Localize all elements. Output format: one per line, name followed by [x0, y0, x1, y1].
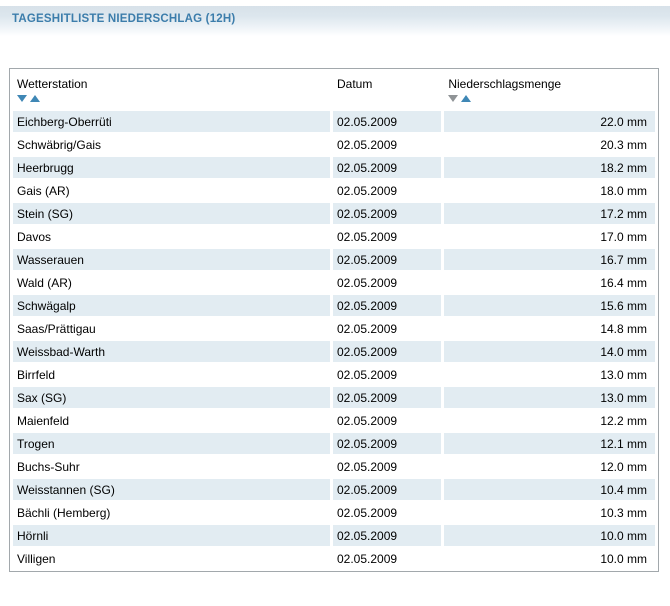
cell-amount: 12.2 mm — [444, 410, 655, 431]
cell-station: Buchs-Suhr — [13, 456, 330, 477]
cell-date: 02.05.2009 — [332, 456, 442, 477]
cell-station: Weisstannen (SG) — [13, 479, 330, 500]
table-row: Wasserauen 02.05.2009 16.7 mm — [13, 249, 655, 270]
cell-station: Birrfeld — [13, 364, 330, 385]
table-row: Stein (SG) 02.05.2009 17.2 mm — [13, 203, 655, 224]
column-label-niederschlagsmenge: Niederschlagsmenge — [448, 77, 562, 91]
cell-date: 02.05.2009 — [332, 180, 442, 201]
cell-date: 02.05.2009 — [332, 525, 442, 546]
sort-controls-wetterstation — [17, 91, 40, 105]
table-body: Eichberg-Oberrüti 02.05.2009 22.0 mm Schwäb… — [13, 111, 655, 569]
cell-amount: 10.4 mm — [444, 479, 655, 500]
cell-amount: 15.6 mm — [444, 295, 655, 316]
table-row: Heerbrugg 02.05.2009 18.2 mm — [13, 157, 655, 178]
sort-descending-icon[interactable] — [17, 95, 27, 103]
sort-descending-icon[interactable] — [448, 95, 459, 103]
cell-amount: 13.0 mm — [444, 364, 655, 385]
cell-station: Bächli (Hemberg) — [13, 502, 330, 523]
table-row: Sax (SG) 02.05.2009 13.0 mm — [13, 387, 655, 408]
cell-station: Sax (SG) — [13, 387, 330, 408]
cell-station: Trogen — [13, 433, 330, 454]
table-row: Bächli (Hemberg) 02.05.2009 10.3 mm — [13, 502, 655, 523]
sort-ascending-icon[interactable] — [461, 95, 472, 103]
cell-amount: 14.0 mm — [444, 341, 655, 362]
cell-amount: 12.1 mm — [444, 433, 655, 454]
cell-date: 02.05.2009 — [332, 157, 442, 178]
cell-station: Schwägalp — [13, 295, 330, 316]
cell-date: 02.05.2009 — [332, 111, 442, 132]
cell-amount: 10.0 mm — [444, 525, 655, 546]
cell-date: 02.05.2009 — [332, 502, 442, 523]
cell-station: Villigen — [13, 548, 330, 569]
column-label-wetterstation: Wetterstation — [17, 77, 88, 91]
cell-date: 02.05.2009 — [332, 295, 442, 316]
cell-station: Wald (AR) — [13, 272, 330, 293]
cell-date: 02.05.2009 — [332, 387, 442, 408]
table-row: Wald (AR) 02.05.2009 16.4 mm — [13, 272, 655, 293]
table-row: Weisstannen (SG) 02.05.2009 10.4 mm — [13, 479, 655, 500]
column-header-datum: Datum — [332, 71, 442, 109]
section-header-band: TAGESHITLISTE NIEDERSCHLAG (12H) — [0, 6, 670, 36]
cell-station: Stein (SG) — [13, 203, 330, 224]
table-row: Gais (AR) 02.05.2009 18.0 mm — [13, 180, 655, 201]
cell-amount: 14.8 mm — [444, 318, 655, 339]
table-row: Buchs-Suhr 02.05.2009 12.0 mm — [13, 456, 655, 477]
cell-station: Eichberg-Oberrüti — [13, 111, 330, 132]
cell-date: 02.05.2009 — [332, 249, 442, 270]
cell-date: 02.05.2009 — [332, 433, 442, 454]
cell-date: 02.05.2009 — [332, 318, 442, 339]
table-row: Schwägalp 02.05.2009 15.6 mm — [13, 295, 655, 316]
column-header-niederschlagsmenge: Niederschlagsmenge — [444, 71, 655, 109]
cell-station: Schwäbrig/Gais — [13, 134, 330, 155]
column-header-wetterstation: Wetterstation — [13, 71, 330, 109]
cell-amount: 12.0 mm — [444, 456, 655, 477]
cell-amount: 16.7 mm — [444, 249, 655, 270]
cell-amount: 17.2 mm — [444, 203, 655, 224]
table-row: Birrfeld 02.05.2009 13.0 mm — [13, 364, 655, 385]
cell-date: 02.05.2009 — [332, 272, 442, 293]
cell-station: Davos — [13, 226, 330, 247]
page-title: TAGESHITLISTE NIEDERSCHLAG (12H) — [12, 13, 236, 25]
cell-station: Saas/Prättigau — [13, 318, 330, 339]
cell-amount: 10.3 mm — [444, 502, 655, 523]
cell-station: Hörnli — [13, 525, 330, 546]
cell-date: 02.05.2009 — [332, 479, 442, 500]
cell-amount: 10.0 mm — [444, 548, 655, 569]
sort-controls-niederschlagsmenge — [448, 91, 472, 105]
table-row: Saas/Prättigau 02.05.2009 14.8 mm — [13, 318, 655, 339]
cell-amount: 13.0 mm — [444, 387, 655, 408]
cell-amount: 18.2 mm — [444, 157, 655, 178]
table-row: Schwäbrig/Gais 02.05.2009 20.3 mm — [13, 134, 655, 155]
table-header-row: Wetterstation Datum Niederschlagsmenge — [13, 71, 655, 109]
precipitation-table: Wetterstation Datum Niederschlagsmenge E… — [9, 68, 659, 572]
cell-amount: 20.3 mm — [444, 134, 655, 155]
sort-ascending-icon[interactable] — [30, 95, 40, 103]
table-row: Villigen 02.05.2009 10.0 mm — [13, 548, 655, 569]
cell-station: Wasserauen — [13, 249, 330, 270]
cell-date: 02.05.2009 — [332, 364, 442, 385]
cell-amount: 16.4 mm — [444, 272, 655, 293]
precipitation-table-container: Wetterstation Datum Niederschlagsmenge E… — [9, 68, 662, 572]
cell-date: 02.05.2009 — [332, 410, 442, 431]
table-row: Davos 02.05.2009 17.0 mm — [13, 226, 655, 247]
cell-station: Maienfeld — [13, 410, 330, 431]
cell-amount: 22.0 mm — [444, 111, 655, 132]
table-row: Trogen 02.05.2009 12.1 mm — [13, 433, 655, 454]
cell-date: 02.05.2009 — [332, 134, 442, 155]
cell-date: 02.05.2009 — [332, 341, 442, 362]
cell-amount: 18.0 mm — [444, 180, 655, 201]
cell-date: 02.05.2009 — [332, 548, 442, 569]
cell-station: Heerbrugg — [13, 157, 330, 178]
cell-date: 02.05.2009 — [332, 226, 442, 247]
cell-date: 02.05.2009 — [332, 203, 442, 224]
table-row: Hörnli 02.05.2009 10.0 mm — [13, 525, 655, 546]
cell-amount: 17.0 mm — [444, 226, 655, 247]
cell-station: Weissbad-Warth — [13, 341, 330, 362]
table-row: Eichberg-Oberrüti 02.05.2009 22.0 mm — [13, 111, 655, 132]
table-row: Weissbad-Warth 02.05.2009 14.0 mm — [13, 341, 655, 362]
table-row: Maienfeld 02.05.2009 12.2 mm — [13, 410, 655, 431]
column-label-datum: Datum — [336, 77, 373, 91]
cell-station: Gais (AR) — [13, 180, 330, 201]
